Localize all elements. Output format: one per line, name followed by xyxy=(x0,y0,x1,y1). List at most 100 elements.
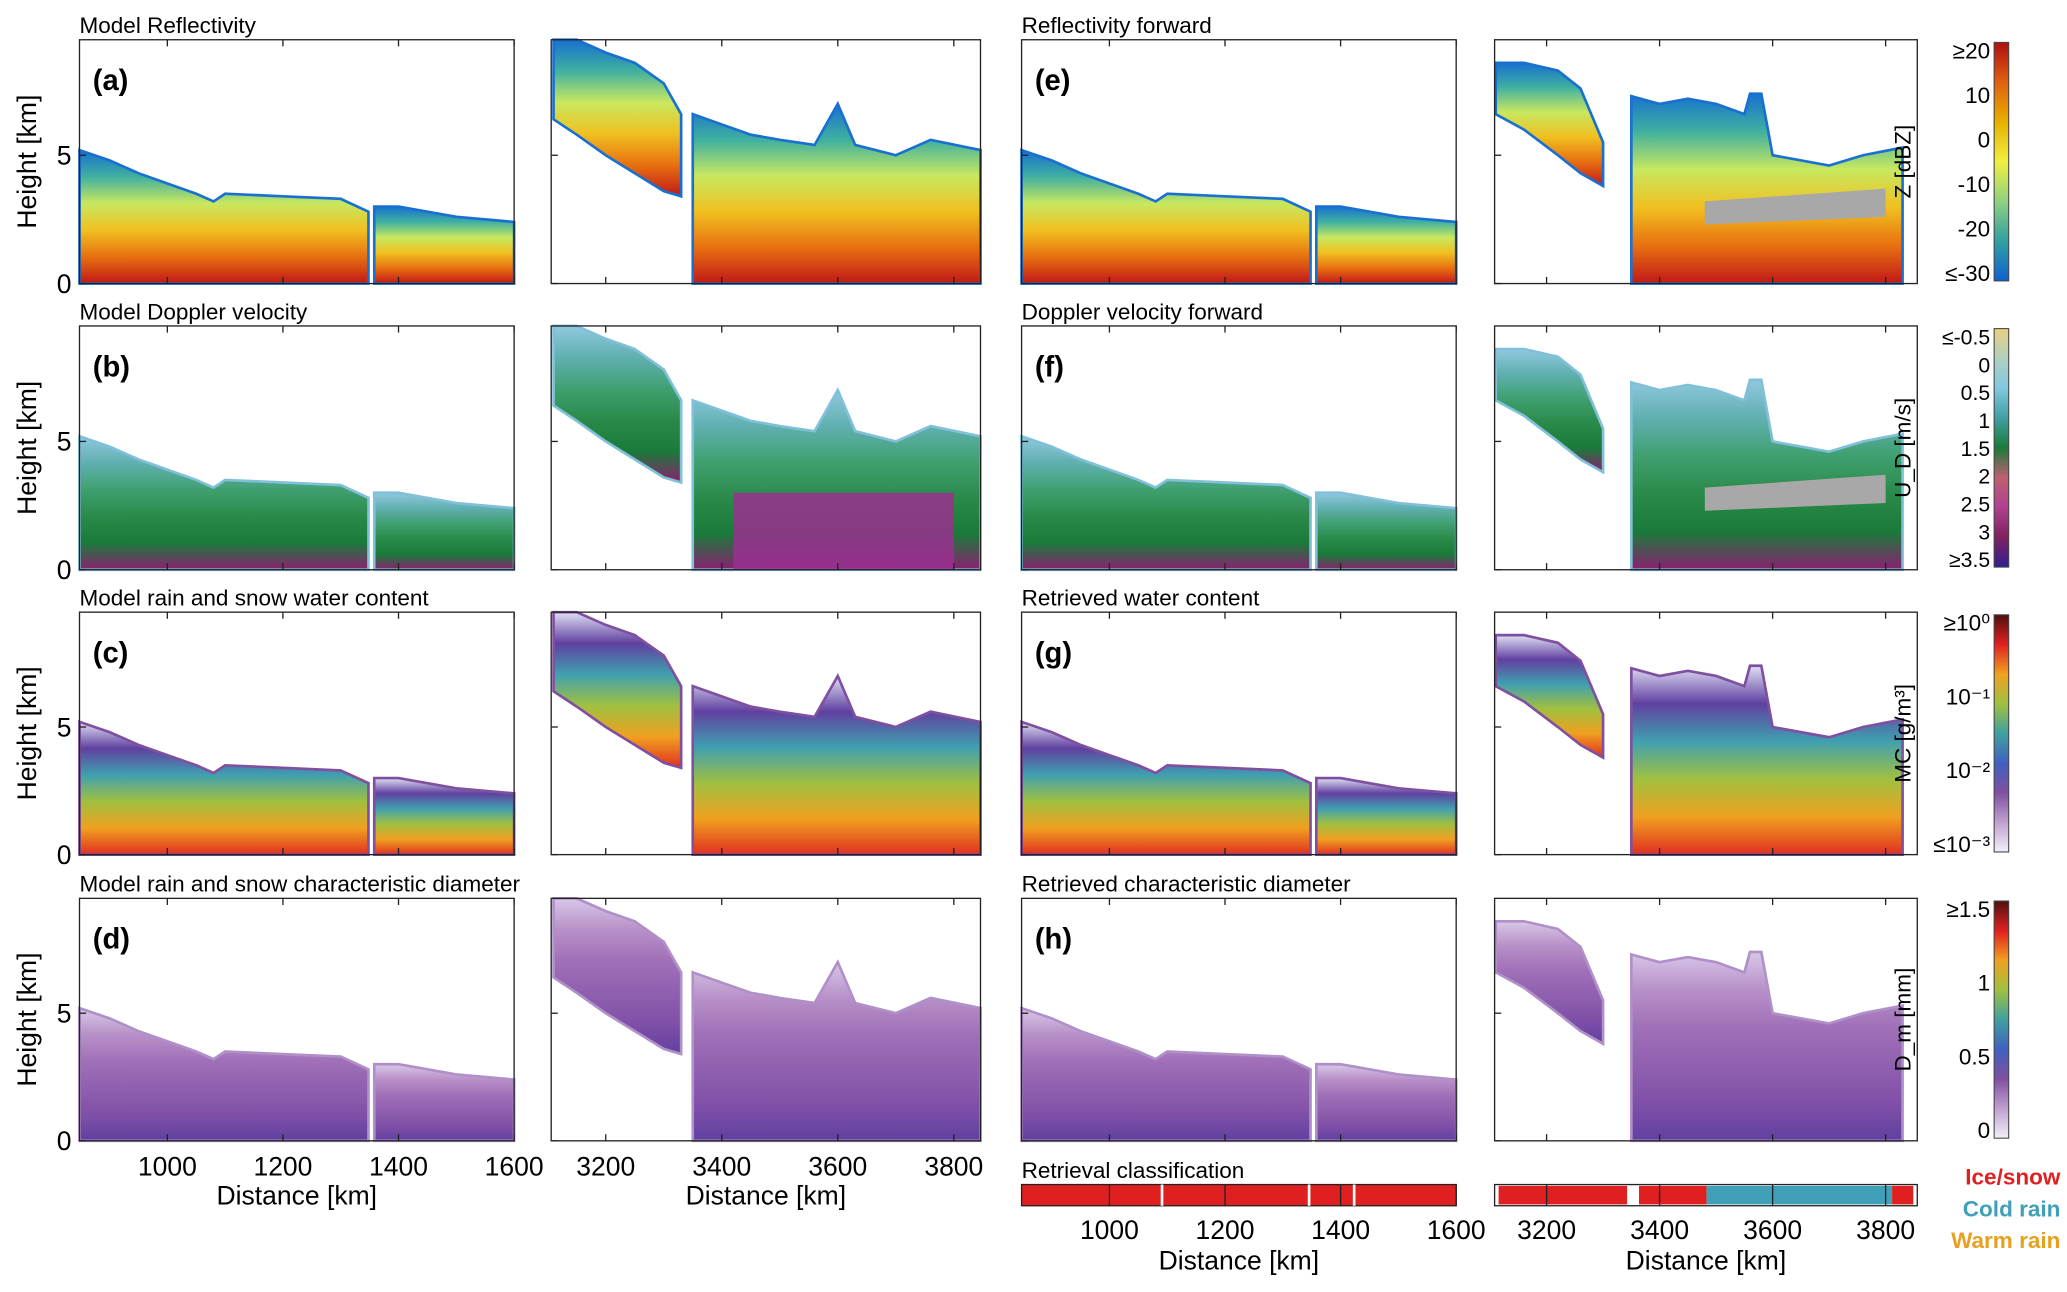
axes-frame xyxy=(550,325,982,571)
cloud-field xyxy=(1630,664,1904,856)
y-tick-label: 0 xyxy=(57,840,72,870)
cloud-field xyxy=(552,324,683,485)
colorbar-tick-label: ≥20 xyxy=(1953,38,1990,63)
panel-title: Model rain and snow water content xyxy=(80,586,430,611)
colorbar-tick-label: ≤-0.5 xyxy=(1942,327,1990,350)
panel-title: Reflectivity forward xyxy=(1022,13,1212,38)
colorbar-tick-label: ≤-30 xyxy=(1945,261,1990,286)
colorbar xyxy=(1993,41,2010,282)
cloud-field xyxy=(372,205,516,285)
melting-layer-band xyxy=(1704,474,1886,511)
x-tick-label: 1400 xyxy=(369,1151,428,1181)
cloud-field xyxy=(78,148,370,285)
x-tick-label: 3800 xyxy=(924,1151,983,1181)
legend-entry: Warm rain xyxy=(1951,1228,2060,1253)
colorbar-label: MC [g/m³] xyxy=(1891,684,1916,783)
cloud-field xyxy=(1020,1006,1312,1143)
colorbar-tick-label: 1 xyxy=(1978,971,1991,996)
colorbar-tick-label: ≥10⁰ xyxy=(1944,611,1990,636)
panel-a-right xyxy=(550,38,982,285)
cloud-field xyxy=(1630,92,1904,285)
axes-frame xyxy=(550,897,982,1142)
panel-f-right xyxy=(1493,325,1918,572)
colorbar-label: Z [dBZ] xyxy=(1891,125,1916,199)
x-tick-label: 3800 xyxy=(1856,1215,1915,1245)
x-axis-label: Distance [km] xyxy=(1159,1245,1320,1275)
panel-b-right xyxy=(550,324,982,572)
axes-frame xyxy=(1020,611,1457,856)
cloud-field xyxy=(691,672,982,856)
colorbar-tick-label: ≤10⁻³ xyxy=(1933,832,1990,857)
classification-bar-left xyxy=(1020,1183,1457,1207)
panel-label: (c) xyxy=(93,638,129,670)
cloud-field xyxy=(1494,61,1605,189)
panel-label: (h) xyxy=(1035,924,1072,956)
x-axis-label: Distance [km] xyxy=(686,1180,847,1210)
panel-f-left: Doppler velocity forward (f) xyxy=(1020,299,1458,572)
x-tick-label: 1200 xyxy=(253,1151,312,1181)
cloud-field xyxy=(691,100,982,285)
colorbar-0: ≥20 10 0 -10 -20 ≤-30 Z [dBZ] xyxy=(1891,38,2010,286)
x-tick-label: 3400 xyxy=(1630,1215,1689,1245)
cloud-field xyxy=(372,776,516,856)
colorbar-label: U_D [m/s] xyxy=(1891,398,1916,498)
melting-layer-band xyxy=(1704,188,1886,225)
panel-g-left: Retrieved water content (g) xyxy=(1020,586,1458,856)
rain-velocity-region xyxy=(733,492,954,570)
cloud-field xyxy=(78,1006,370,1143)
y-tick-label: 0 xyxy=(57,269,72,299)
panel-title: Retrieved water content xyxy=(1022,586,1261,611)
colorbar-tick-label: 1 xyxy=(1978,410,1990,433)
colorbar-tick-label: 0.5 xyxy=(1961,382,1990,405)
cloud-field xyxy=(552,897,683,1056)
panel-b-left: 0 5 Height [km] Model Doppler velocity (b) xyxy=(12,299,516,585)
colorbar-tick-label: 3 xyxy=(1978,521,1990,544)
colorbar-tick-label: ≥1.5 xyxy=(1946,897,1990,922)
y-tick-label: 5 xyxy=(57,712,72,742)
cloud-field xyxy=(552,610,683,770)
cloud-field xyxy=(691,959,982,1143)
cloud-field xyxy=(1630,950,1904,1143)
y-axis-label: Height [km] xyxy=(12,381,42,515)
colorbar-tick-label: 10⁻¹ xyxy=(1946,684,1990,709)
cloud-field xyxy=(1314,776,1458,856)
panel-label: (b) xyxy=(93,351,130,383)
colorbar-3: ≥1.5 1 0.5 0 D_m [mm] xyxy=(1891,897,2010,1143)
panel-label: (g) xyxy=(1035,638,1072,670)
colorbar-tick-label: 0 xyxy=(1978,127,1991,152)
axes-frame xyxy=(78,39,515,285)
classification-ice-segment xyxy=(1639,1185,1707,1205)
axes-frame xyxy=(78,611,515,856)
x-tick-label: 3600 xyxy=(808,1151,867,1181)
panel-label: (e) xyxy=(1035,65,1071,97)
x-tick-label: 1000 xyxy=(1080,1215,1139,1245)
panel-e-left: Reflectivity forward (e) xyxy=(1020,13,1458,285)
panel-d-right: 3200 3400 3600 3800 Distance [km] xyxy=(550,897,983,1210)
colorbar-2: ≥10⁰ 10⁻¹ 10⁻² ≤10⁻³ MC [g/m³] xyxy=(1891,611,2010,857)
panel-label: (d) xyxy=(93,924,130,956)
x-tick-label: 1200 xyxy=(1196,1215,1255,1245)
colorbar-1: ≤-0.5 0 0.5 1 1.5 2 2.5 3 ≥3.5 U_D [m/s] xyxy=(1891,327,2010,572)
colorbar-tick-label: -10 xyxy=(1958,172,1991,197)
colorbar-tick-label: 0 xyxy=(1978,354,1990,377)
classification-cold-rain-segment xyxy=(1706,1185,1893,1205)
panel-c-left: 0 5 Height [km] Model rain and snow water c… xyxy=(12,586,516,870)
cloud-field xyxy=(1630,378,1904,572)
classification-ice-segment xyxy=(1498,1185,1628,1205)
x-axis-label: Distance [km] xyxy=(217,1180,378,1210)
classification: Retrieval classification 1000 1200 1400 1600… xyxy=(1020,1158,2061,1275)
y-tick-label: 5 xyxy=(57,141,72,171)
axes-frame xyxy=(550,611,982,856)
y-tick-label: 5 xyxy=(57,427,72,457)
colorbar-tick-label: 0 xyxy=(1978,1118,1991,1143)
colorbar-tick-label: ≥3.5 xyxy=(1949,549,1990,572)
panel-title: Retrieved characteristic diameter xyxy=(1022,872,1352,897)
panel-d-left: 0 5 1000 1200 1400 1600 Distance [km] Height [k… xyxy=(12,872,544,1211)
x-tick-label: 1600 xyxy=(485,1151,544,1181)
axes-frame xyxy=(1493,611,1918,856)
axes-frame xyxy=(78,897,515,1142)
panel-h-right xyxy=(1493,897,1918,1143)
y-tick-label: 5 xyxy=(57,998,72,1028)
